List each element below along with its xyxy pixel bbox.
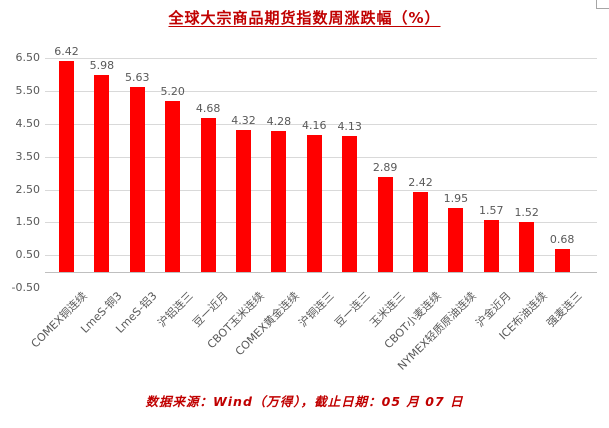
gridline (45, 90, 597, 92)
bar-value-label: 1.52 (514, 205, 539, 219)
bar-value-label: 0.68 (549, 233, 575, 247)
bar (94, 75, 110, 272)
selection-corner (596, 0, 609, 9)
bar-value-label: 5.20 (160, 84, 185, 98)
bar (448, 207, 464, 272)
y-axis-tick-label: 5.50 (15, 83, 41, 97)
bar-value-label: 2.89 (372, 160, 398, 174)
bar-value-label: 5.63 (125, 70, 150, 84)
x-axis-line (45, 271, 597, 273)
bar-value-label: 4.28 (266, 115, 292, 128)
bar (165, 100, 181, 272)
bar (129, 86, 145, 272)
bar (236, 129, 251, 272)
y-axis-tick-label: 3.50 (15, 149, 41, 163)
bar-value-label: 4.32 (231, 113, 256, 127)
bar (200, 117, 216, 272)
bar (413, 192, 428, 272)
bar (59, 60, 74, 272)
bar (554, 249, 570, 272)
y-axis-tick-label: 0.50 (15, 248, 41, 262)
bar (519, 221, 535, 272)
bar (271, 131, 287, 272)
bar-value-label: 2.42 (408, 176, 433, 190)
bar-value-label: 1.95 (443, 191, 469, 205)
gridline (45, 58, 597, 59)
y-axis-tick-label: 2.50 (15, 182, 41, 196)
y-axis-tick-label: -0.50 (11, 281, 40, 295)
y-axis-tick-label: 6.50 (15, 51, 41, 64)
bar (377, 176, 393, 272)
bar-value-label: 4.13 (337, 119, 362, 133)
y-axis-tick-label: 4.50 (15, 116, 41, 130)
bar-value-label: 6.42 (54, 44, 79, 58)
bar-value-label: 4.16 (302, 119, 327, 132)
data-source-note: 数据来源：Wind（万得），截止日期：05 月 07 日 (145, 394, 464, 409)
gridline (45, 123, 597, 125)
bar (342, 135, 358, 272)
y-axis-tick-label: 1.50 (15, 215, 41, 229)
bar (306, 135, 322, 272)
bar-value-label: 1.57 (479, 204, 504, 218)
bar-value-label: 5.98 (89, 59, 115, 73)
chart-title: 全球大宗商品期货指数周涨跌幅（%） (168, 9, 441, 27)
bar-value-label: 4.68 (195, 101, 221, 115)
bar (483, 220, 499, 272)
